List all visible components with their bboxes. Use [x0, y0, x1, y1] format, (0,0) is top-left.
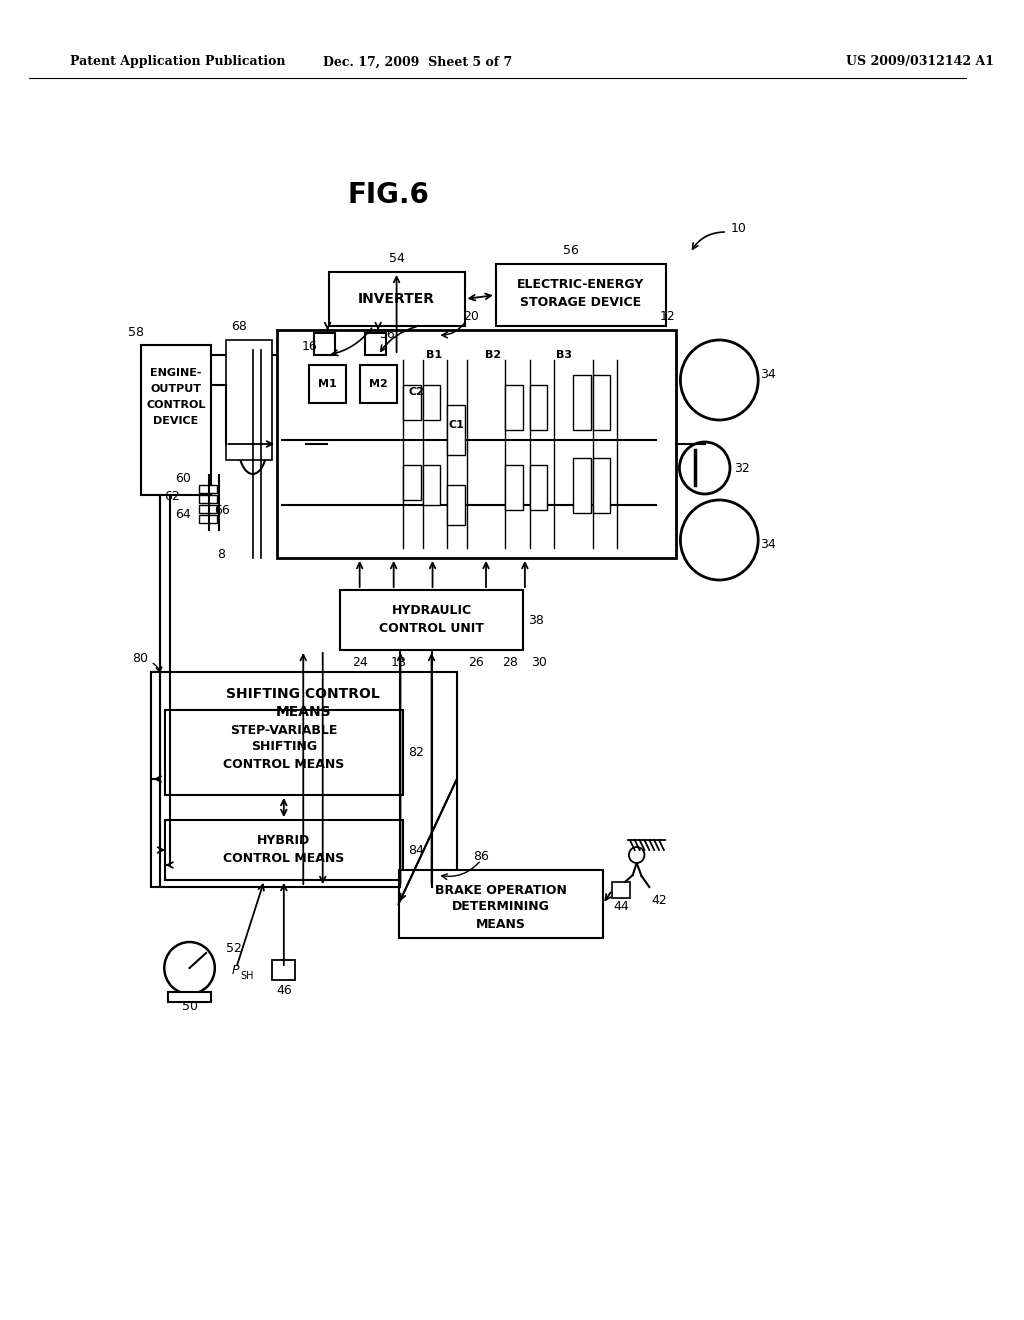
Text: 18: 18 — [390, 656, 407, 668]
Text: 16: 16 — [301, 341, 317, 354]
Text: 56: 56 — [562, 244, 579, 257]
Text: MEANS: MEANS — [275, 705, 331, 719]
Bar — [340, 590, 523, 649]
Text: OUTPUT: OUTPUT — [151, 384, 202, 393]
Bar — [593, 458, 610, 513]
Bar — [423, 465, 440, 506]
Text: MEANS: MEANS — [476, 919, 525, 932]
Bar — [200, 495, 217, 503]
Text: HYBRID: HYBRID — [257, 833, 310, 846]
Text: SHIFTING CONTROL: SHIFTING CONTROL — [226, 686, 380, 701]
Text: SH: SH — [240, 972, 254, 981]
Bar — [529, 465, 547, 510]
Bar — [447, 484, 465, 525]
Bar — [398, 870, 603, 939]
Bar — [529, 385, 547, 430]
Text: 10: 10 — [731, 222, 746, 235]
Bar — [225, 341, 272, 459]
Bar — [447, 405, 465, 455]
Text: INVERTER: INVERTER — [358, 292, 435, 306]
Text: 58: 58 — [128, 326, 144, 338]
Bar — [593, 375, 610, 430]
Bar — [573, 458, 591, 513]
Text: CONTROL MEANS: CONTROL MEANS — [223, 851, 344, 865]
Text: 34: 34 — [760, 368, 776, 381]
Text: CONTROL MEANS: CONTROL MEANS — [223, 758, 344, 771]
Text: M2: M2 — [369, 379, 387, 389]
Text: 86: 86 — [473, 850, 489, 863]
Text: P: P — [231, 965, 239, 978]
Text: 20: 20 — [464, 310, 479, 323]
Text: HYDRAULIC: HYDRAULIC — [391, 603, 472, 616]
Bar — [272, 960, 296, 979]
Text: 68: 68 — [231, 319, 247, 333]
Text: ENGINE-: ENGINE- — [151, 368, 202, 378]
Bar — [359, 366, 396, 403]
Bar — [200, 506, 217, 513]
Text: 42: 42 — [651, 894, 667, 907]
Text: 60: 60 — [175, 471, 190, 484]
Bar — [200, 515, 217, 523]
Text: 54: 54 — [389, 252, 404, 265]
Text: 66: 66 — [214, 503, 229, 516]
Bar — [168, 993, 211, 1002]
Text: 32: 32 — [734, 462, 750, 474]
Text: Dec. 17, 2009  Sheet 5 of 7: Dec. 17, 2009 Sheet 5 of 7 — [324, 55, 513, 69]
Text: Patent Application Publication: Patent Application Publication — [70, 55, 286, 69]
Text: 38: 38 — [527, 614, 544, 627]
Text: 34: 34 — [760, 539, 776, 552]
Text: C1: C1 — [449, 420, 465, 430]
Bar — [200, 484, 217, 492]
Bar — [423, 385, 440, 420]
Text: DEVICE: DEVICE — [154, 416, 199, 426]
Bar — [329, 272, 465, 326]
Text: 44: 44 — [613, 899, 629, 912]
Text: STORAGE DEVICE: STORAGE DEVICE — [520, 296, 641, 309]
Text: B2: B2 — [484, 350, 501, 360]
Text: C2: C2 — [409, 387, 424, 397]
Text: CONTROL: CONTROL — [146, 400, 206, 411]
Text: 24: 24 — [352, 656, 368, 668]
Text: 80: 80 — [132, 652, 147, 665]
Text: 12: 12 — [659, 310, 676, 323]
Text: DETERMINING: DETERMINING — [452, 900, 550, 913]
Text: 82: 82 — [409, 746, 424, 759]
Text: BRAKE OPERATION: BRAKE OPERATION — [434, 883, 566, 896]
Text: CONTROL UNIT: CONTROL UNIT — [379, 622, 484, 635]
Text: 30: 30 — [531, 656, 548, 668]
Bar — [506, 385, 523, 430]
Bar — [403, 385, 421, 420]
Text: B3: B3 — [556, 350, 571, 360]
Bar — [278, 330, 676, 558]
Text: 26: 26 — [468, 656, 484, 668]
Text: B1: B1 — [426, 350, 442, 360]
Bar — [309, 366, 346, 403]
Text: 36: 36 — [379, 329, 395, 342]
Text: 84: 84 — [409, 843, 424, 857]
Bar — [573, 375, 591, 430]
Bar — [314, 333, 335, 355]
Bar — [365, 333, 386, 355]
Text: FIG.6: FIG.6 — [348, 181, 430, 209]
Bar — [496, 264, 666, 326]
Text: ELECTRIC-ENERGY: ELECTRIC-ENERGY — [517, 277, 644, 290]
Text: M1: M1 — [318, 379, 337, 389]
Text: 64: 64 — [175, 508, 190, 521]
Text: 46: 46 — [275, 983, 292, 997]
Bar — [165, 820, 403, 880]
Text: SHIFTING: SHIFTING — [251, 741, 316, 754]
Bar — [141, 345, 211, 495]
Text: US 2009/0312142 A1: US 2009/0312142 A1 — [846, 55, 993, 69]
Text: 50: 50 — [181, 999, 198, 1012]
Bar — [403, 465, 421, 500]
Bar — [151, 672, 457, 887]
Bar — [612, 882, 630, 898]
Bar — [165, 710, 403, 795]
Bar — [506, 465, 523, 510]
Text: STEP-VARIABLE: STEP-VARIABLE — [230, 723, 338, 737]
Text: 62: 62 — [164, 490, 180, 503]
Text: 8: 8 — [218, 549, 225, 561]
Text: 28: 28 — [503, 656, 518, 668]
Text: 52: 52 — [226, 941, 243, 954]
